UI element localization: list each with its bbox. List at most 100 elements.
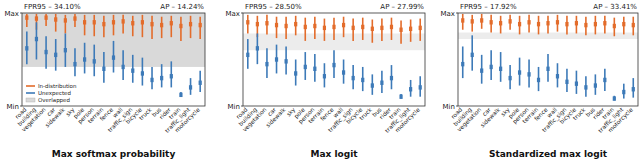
mean-marker bbox=[622, 22, 625, 26]
mean-marker bbox=[480, 68, 483, 72]
mean-marker bbox=[313, 24, 316, 28]
mean-marker bbox=[64, 18, 67, 22]
range-bar bbox=[528, 60, 530, 88]
mean-marker bbox=[480, 18, 483, 22]
range-bar bbox=[190, 78, 192, 95]
metric: FPR95 – 17.92% bbox=[460, 3, 517, 11]
range-bar bbox=[151, 67, 153, 89]
range-bar bbox=[462, 14, 464, 30]
mean-marker bbox=[380, 26, 383, 30]
range-bar bbox=[93, 45, 95, 77]
range-bar bbox=[266, 15, 268, 35]
x-tick-label: sidewalk bbox=[479, 106, 501, 128]
y-tick bbox=[456, 106, 458, 107]
mean-marker bbox=[518, 22, 521, 26]
range-bar bbox=[400, 94, 402, 99]
mean-marker bbox=[131, 68, 134, 72]
y-tick-label: Min bbox=[228, 103, 240, 111]
mean-marker bbox=[294, 71, 297, 75]
mean-marker bbox=[83, 20, 86, 24]
mean-marker bbox=[73, 16, 76, 20]
range-bar bbox=[462, 46, 464, 78]
range-bar bbox=[566, 69, 568, 92]
mean-marker bbox=[256, 46, 259, 50]
mean-marker bbox=[509, 19, 512, 23]
mean-marker bbox=[246, 20, 249, 24]
range-bar bbox=[471, 35, 473, 70]
range-bar bbox=[45, 14, 47, 26]
range-bar bbox=[352, 19, 354, 41]
mean-marker bbox=[409, 27, 412, 31]
y-tick-label: Max bbox=[5, 10, 19, 18]
x-tick-label: sidewalk bbox=[44, 106, 66, 128]
mean-marker bbox=[419, 85, 422, 89]
mean-marker bbox=[342, 23, 345, 27]
mean-marker bbox=[565, 22, 568, 26]
mean-marker bbox=[256, 22, 259, 26]
legend-swatch bbox=[26, 92, 35, 94]
mean-marker bbox=[150, 22, 153, 26]
mean-marker bbox=[575, 81, 578, 85]
plot-area bbox=[22, 13, 205, 97]
legend-label: In-distribution bbox=[38, 83, 77, 89]
range-bar bbox=[585, 76, 587, 96]
mean-marker bbox=[102, 67, 105, 71]
range-bar bbox=[509, 15, 511, 30]
mean-marker bbox=[170, 74, 173, 78]
mean-marker bbox=[565, 80, 568, 84]
x-tick-label: motorcycle bbox=[394, 106, 422, 134]
mean-marker bbox=[390, 76, 393, 80]
mean-marker bbox=[35, 16, 38, 20]
mean-marker bbox=[265, 62, 268, 66]
range-bar bbox=[93, 15, 95, 36]
mean-marker bbox=[409, 87, 412, 91]
mean-marker bbox=[160, 76, 163, 80]
range-bar bbox=[74, 14, 76, 27]
title: Max logit bbox=[310, 149, 358, 159]
range-bar bbox=[161, 64, 163, 87]
range-bar bbox=[391, 65, 393, 89]
plot-area bbox=[243, 15, 425, 99]
range-bar bbox=[122, 15, 124, 34]
mean-marker bbox=[102, 22, 105, 26]
range-bar bbox=[324, 19, 326, 41]
x-tick-label: vegetation bbox=[456, 106, 483, 133]
range-bar bbox=[471, 15, 473, 32]
mean-marker bbox=[189, 22, 192, 26]
range-bar bbox=[381, 19, 383, 41]
y-tick-label: Max bbox=[441, 10, 455, 18]
range-bar bbox=[410, 20, 412, 42]
range-bar bbox=[343, 60, 345, 84]
range-bar bbox=[509, 65, 511, 89]
range-bar bbox=[199, 71, 201, 92]
range-bar bbox=[419, 19, 421, 41]
mean-marker bbox=[613, 24, 616, 28]
range-bar bbox=[151, 16, 153, 39]
range-bar bbox=[538, 67, 540, 91]
range-bar bbox=[304, 18, 306, 41]
mean-marker bbox=[275, 23, 278, 27]
range-bar bbox=[632, 17, 634, 36]
plot-area bbox=[458, 14, 638, 101]
range-bar bbox=[247, 39, 249, 69]
mean-marker bbox=[461, 18, 464, 22]
range-bar bbox=[276, 45, 278, 74]
range-bar bbox=[333, 50, 335, 78]
range-bar bbox=[595, 16, 597, 35]
range-bar bbox=[266, 48, 268, 78]
mean-marker bbox=[352, 26, 355, 30]
range-bar bbox=[381, 71, 383, 93]
range-bar bbox=[122, 50, 124, 80]
range-bar bbox=[142, 58, 144, 86]
legend-swatch bbox=[26, 85, 35, 87]
mean-marker bbox=[313, 67, 316, 71]
range-bar bbox=[276, 17, 278, 38]
mean-marker bbox=[471, 19, 474, 23]
range-bar bbox=[142, 15, 144, 37]
x-tick-label: motorcycle bbox=[174, 106, 202, 134]
y-tick bbox=[20, 13, 22, 14]
y-tick bbox=[241, 106, 243, 107]
range-bar bbox=[547, 54, 549, 82]
y-tick bbox=[241, 13, 243, 14]
range-bar bbox=[190, 16, 192, 38]
